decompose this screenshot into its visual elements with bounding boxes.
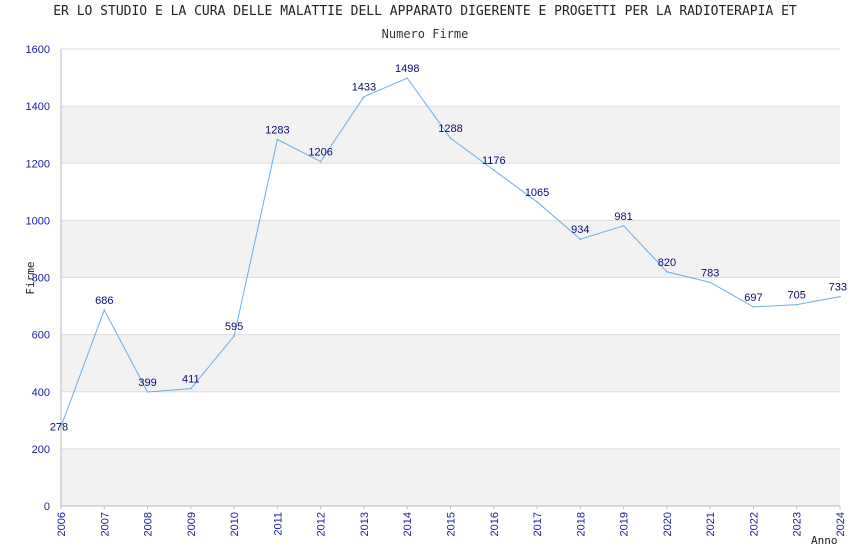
data-label: 399 [138, 377, 156, 389]
data-label: 411 [182, 374, 200, 386]
data-label: 981 [614, 211, 632, 223]
data-label: 1206 [308, 147, 332, 159]
data-label: 686 [95, 295, 113, 307]
x-tick-label: 2015 [446, 512, 458, 536]
data-point [276, 138, 279, 141]
data-point [103, 309, 106, 311]
x-tick-label: 2021 [705, 512, 717, 536]
data-point [839, 295, 841, 298]
data-point [319, 160, 322, 163]
data-point [795, 303, 798, 306]
x-tick-label: 2017 [532, 512, 544, 536]
y-tick-label: 200 [32, 444, 50, 456]
y-tick-label: 1200 [26, 158, 50, 170]
y-tick-label: 1600 [26, 44, 50, 56]
data-point [363, 95, 365, 98]
data-point [536, 201, 538, 203]
background-band [61, 220, 840, 278]
data-label: 1176 [482, 155, 506, 167]
y-tick-label: 600 [32, 330, 50, 342]
data-point [190, 387, 192, 390]
data-label: 934 [571, 224, 589, 236]
data-label: 1433 [352, 82, 376, 94]
data-point [406, 77, 409, 79]
x-tick-label: 2018 [575, 512, 587, 536]
x-tick-label: 2014 [402, 512, 414, 536]
data-label: 1283 [265, 125, 289, 137]
x-tick-label: 2006 [56, 512, 68, 536]
data-label: 705 [788, 290, 806, 302]
data-label: 1065 [525, 187, 549, 199]
gridlines [61, 48, 840, 507]
y-tick-label: 400 [32, 387, 50, 399]
y-tick-labels: 0 200 400 600 800 1000 1200 1400 1600 [26, 44, 50, 513]
x-tick-label: 2012 [316, 512, 328, 536]
x-axis-label: Anno [811, 534, 838, 547]
data-point [666, 270, 668, 273]
x-tick-label: 2013 [359, 512, 371, 536]
data-labels: 278 686 399 411 595 1283 1206 1433 1498 1288 1176 1… [50, 63, 847, 433]
y-tick-label: 0 [44, 501, 50, 513]
x-tick-labels: 2006 2007 2008 2009 2010 2011 2012 2013 2014 2015… [56, 506, 847, 536]
x-tick-label: 2019 [619, 512, 631, 536]
data-label: 595 [225, 321, 243, 333]
data-point [492, 169, 495, 171]
data-point [233, 335, 235, 337]
data-label: 1288 [438, 123, 462, 135]
background-band [61, 448, 840, 506]
data-label: 278 [50, 422, 68, 434]
data-point [579, 238, 582, 241]
data-label: 783 [701, 267, 719, 279]
y-tick-label: 1000 [26, 215, 50, 227]
background-band [61, 334, 840, 392]
data-point [60, 425, 62, 428]
x-tick-label: 2009 [186, 512, 198, 536]
x-tick-label: 2016 [489, 512, 501, 536]
x-tick-label: 2020 [662, 512, 674, 536]
x-tick-label: 2022 [748, 512, 760, 536]
data-point [449, 137, 452, 139]
x-tick-label: 2023 [792, 512, 804, 536]
data-point [709, 281, 711, 284]
data-point [622, 225, 625, 227]
data-label: 820 [658, 257, 676, 269]
x-tick-label: 2010 [229, 512, 241, 536]
data-label: 733 [829, 282, 847, 294]
x-tick-label: 2008 [143, 512, 155, 536]
data-point [752, 306, 755, 308]
x-tick-label: 2024 [835, 512, 847, 536]
y-axis-label: Firme [24, 261, 37, 294]
chart-title: ER LO STUDIO E LA CURA DELLE MALATTIE DE… [53, 4, 797, 19]
background-bands [61, 106, 840, 506]
data-point [146, 391, 149, 393]
y-tick-label: 800 [32, 273, 50, 285]
y-tick-label: 1400 [26, 101, 50, 113]
data-label: 1498 [395, 63, 419, 75]
data-label: 697 [744, 292, 762, 304]
x-tick-label: 2007 [99, 512, 111, 536]
chart-subtitle: Numero Firme [381, 27, 469, 41]
background-band [61, 106, 840, 164]
x-tick-label: 2011 [272, 512, 284, 536]
